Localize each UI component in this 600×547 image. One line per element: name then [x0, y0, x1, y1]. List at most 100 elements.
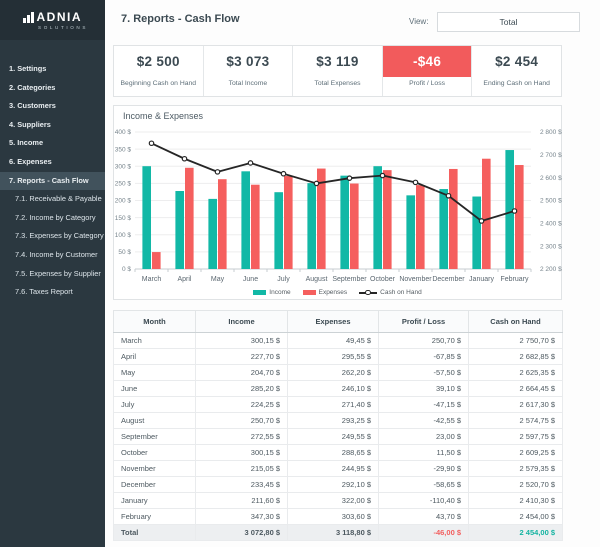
category-label: May	[211, 276, 225, 283]
table-cell: 293,25 $	[287, 412, 379, 429]
category-label: March	[142, 276, 162, 283]
left-axis-label: 400 $	[115, 129, 132, 136]
cash-on-hand-marker	[412, 179, 419, 186]
total-cell: Total	[113, 524, 196, 541]
kpi-card: $2 500 Beginning Cash on Hand	[114, 46, 204, 96]
legend-item: Cash on Hand	[359, 289, 422, 296]
table-cell: March	[113, 332, 196, 349]
category-label: November	[399, 276, 432, 283]
table-cell: 211,60 $	[195, 492, 288, 509]
table-cell: 11,50 $	[378, 444, 469, 461]
category-label: February	[500, 276, 529, 283]
right-axis-label: 2 700 $	[540, 152, 562, 159]
cash-on-hand-marker	[181, 155, 188, 162]
kpi-row: $2 500 Beginning Cash on Hand $3 073 Total …	[113, 45, 562, 97]
table-cell: 233,45 $	[195, 476, 288, 493]
table-cell: October	[113, 444, 196, 461]
table-cell: 215,05 $	[195, 460, 288, 477]
category-label: June	[243, 276, 258, 283]
sidebar-item-5[interactable]: 5. Income	[9, 138, 44, 148]
cash-on-hand-marker	[148, 140, 155, 147]
legend-swatch-icon	[253, 290, 267, 295]
table-cell: 2 750,70 $	[468, 332, 563, 349]
table-cell: April	[113, 348, 196, 365]
cash-on-hand-line	[151, 142, 515, 222]
kpi-card: $3 119 Total Expenses	[293, 46, 383, 96]
table-cell: 2 625,35 $	[468, 364, 563, 381]
sidebar-item-8[interactable]: 7.1. Receivable & Payable	[15, 194, 102, 204]
table-cell: 250,70 $	[378, 332, 469, 349]
bar-income	[373, 166, 382, 269]
sidebar-item-1[interactable]: 1. Settings	[9, 64, 47, 73]
table-row: September 272,55 $249,55 $23,00 $2 597,75…	[113, 428, 563, 445]
cash-on-hand-marker	[511, 208, 518, 214]
bar-income	[274, 192, 283, 269]
legend-marker-icon	[365, 289, 371, 295]
bar-income	[406, 195, 415, 269]
sidebar-item-10[interactable]: 7.3. Expenses by Category	[15, 231, 104, 241]
left-axis-label: 100 $	[115, 232, 132, 239]
table-cell: 49,45 $	[287, 332, 379, 349]
right-axis-label: 2 600 $	[540, 175, 562, 182]
view-select[interactable]: Total	[437, 12, 580, 32]
table-row: January 211,60 $322,00 $ -110,40 $2 410,30…	[113, 492, 563, 509]
bar-expenses	[449, 168, 458, 269]
table-cell: 250,70 $	[195, 412, 288, 429]
table-row: October 300,15 $288,65 $11,50 $2 609,25 $	[113, 444, 563, 461]
table-cell: August	[113, 412, 196, 429]
legend-label: Income	[269, 289, 291, 296]
table-header-row: Month Income Expenses Profit / Loss Cash on …	[113, 310, 563, 333]
kpi-label: Ending Cash on Hand	[483, 80, 550, 87]
bar-expenses	[317, 168, 326, 269]
sidebar-item-3[interactable]: 3. Customers	[9, 101, 56, 111]
left-axis-label: 200 $	[115, 198, 132, 205]
sidebar-item-2[interactable]: 2. Categories	[9, 82, 56, 92]
column-header: Month	[113, 310, 196, 333]
table-cell: 2 664,45 $	[468, 380, 563, 397]
table-cell: 285,20 $	[195, 380, 288, 397]
kpi-value: $3 119	[316, 54, 359, 69]
table-cell: 322,00 $	[287, 492, 379, 509]
view-label: View:	[409, 17, 429, 26]
cash-on-hand-marker	[247, 160, 254, 166]
bar-income	[439, 189, 448, 269]
sidebar-item-13[interactable]: 7.6. Taxes Report	[15, 287, 73, 297]
sidebar-item-9[interactable]: 7.2. Income by Category	[15, 212, 96, 222]
chart-panel: Income & Expenses 0 $ 50 $ 100 $ 150 $ 200 $…	[113, 105, 562, 300]
right-axis-label: 2 800 $	[540, 129, 562, 136]
column-header: Income	[195, 310, 288, 333]
sidebar-item-12[interactable]: 7.5. Expenses by Supplier	[15, 268, 101, 278]
category-label: August	[306, 276, 328, 283]
table-body: March 300,15 $49,45 $250,70 $2 750,70 $ Ap…	[113, 332, 563, 525]
total-cell: 2 454,00 $	[468, 524, 563, 541]
sidebar-item-7[interactable]: 7. Reports - Cash Flow	[0, 171, 105, 191]
table-cell: 2 617,30 $	[468, 396, 563, 413]
sidebar-item-11[interactable]: 7.4. Income by Customer	[15, 249, 98, 259]
table-cell: 2 597,75 $	[468, 428, 563, 445]
kpi-value: $3 073	[226, 54, 270, 69]
table-cell: February	[113, 508, 196, 525]
right-axis-label: 2 200 $	[540, 266, 562, 273]
brand-logo: ADNIA SOLUTIONS	[0, 0, 105, 40]
table-cell: 295,55 $	[287, 348, 379, 365]
table-cell: November	[113, 460, 196, 477]
kpi-card: $3 073 Total Income	[204, 46, 294, 96]
total-cell: -46,00 $	[378, 524, 469, 541]
table-row: July 224,25 $271,40 $ -47,15 $2 617,30 $	[113, 396, 563, 413]
chart-title: Income & Expenses	[123, 111, 204, 121]
table-cell: 227,70 $	[195, 348, 288, 365]
left-axis-label: 350 $	[115, 146, 132, 153]
chart-legend: Income Expenses Cash on Hand	[114, 289, 561, 296]
table-cell: May	[113, 364, 196, 381]
total-cell: 3 072,80 $	[195, 524, 288, 541]
sidebar-item-6[interactable]: 6. Expenses	[9, 156, 52, 166]
table-cell: 300,15 $	[195, 444, 288, 461]
category-label: October	[370, 276, 396, 283]
table-cell: 43,70 $	[378, 508, 469, 525]
table-cell: -47,15 $	[378, 396, 469, 413]
sidebar-item-4[interactable]: 4. Suppliers	[9, 119, 51, 129]
sidebar-nav: 1. Settings 2. Categories 3. Customers 4. S…	[0, 60, 105, 302]
cash-on-hand-marker	[478, 218, 485, 224]
table-cell: July	[113, 396, 196, 413]
left-axis-label: 50 $	[118, 249, 131, 256]
